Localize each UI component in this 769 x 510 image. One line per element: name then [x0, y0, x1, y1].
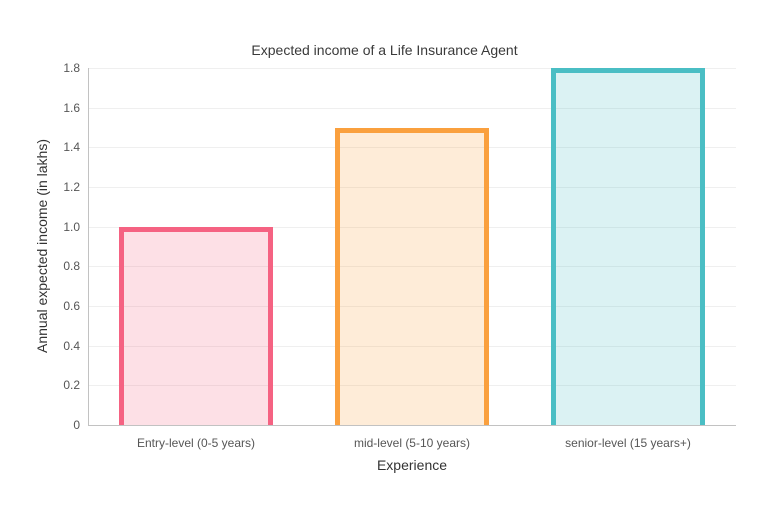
x-tick-label: senior-level (15 years+): [565, 436, 691, 450]
x-tick-label: mid-level (5-10 years): [353, 436, 471, 450]
gridline: [88, 306, 736, 307]
gridline: [88, 68, 736, 69]
y-tick-label: 0.2: [63, 378, 80, 393]
y-tick-label: 0.8: [63, 259, 80, 274]
x-axis-title: Experience: [376, 457, 448, 473]
y-axis-title: Annual expected income (in lakhs): [34, 138, 50, 354]
bar-2: [335, 127, 489, 425]
plot-area: [88, 68, 736, 426]
gridlines-layer: [88, 68, 736, 426]
bar-3: [551, 68, 705, 425]
gridline: [88, 266, 736, 268]
y-tick-label: 1.6: [63, 100, 80, 115]
y-tick-label: 0.6: [63, 299, 80, 313]
y-axis-line: [88, 68, 89, 425]
gridline: [88, 107, 736, 109]
gridline: [88, 345, 736, 347]
y-tick-label: 0: [73, 418, 80, 432]
bar-1: [119, 226, 273, 425]
y-tick-label: 1.2: [63, 180, 80, 194]
chart-title: Expected income of a Life Insurance Agen…: [251, 42, 518, 58]
gridline: [88, 385, 736, 387]
x-axis-line: [88, 425, 736, 426]
y-tick-label: 1.4: [63, 140, 80, 155]
y-tick-label: 1.0: [63, 219, 80, 234]
gridline: [88, 147, 736, 149]
x-tick-label: Entry-level (0-5 years): [136, 436, 256, 450]
gridline: [88, 226, 736, 228]
bars-layer: [88, 68, 736, 425]
y-tick-label: 1.8: [63, 61, 80, 75]
gridline: [88, 187, 736, 188]
y-tick-label: 0.4: [63, 338, 80, 353]
